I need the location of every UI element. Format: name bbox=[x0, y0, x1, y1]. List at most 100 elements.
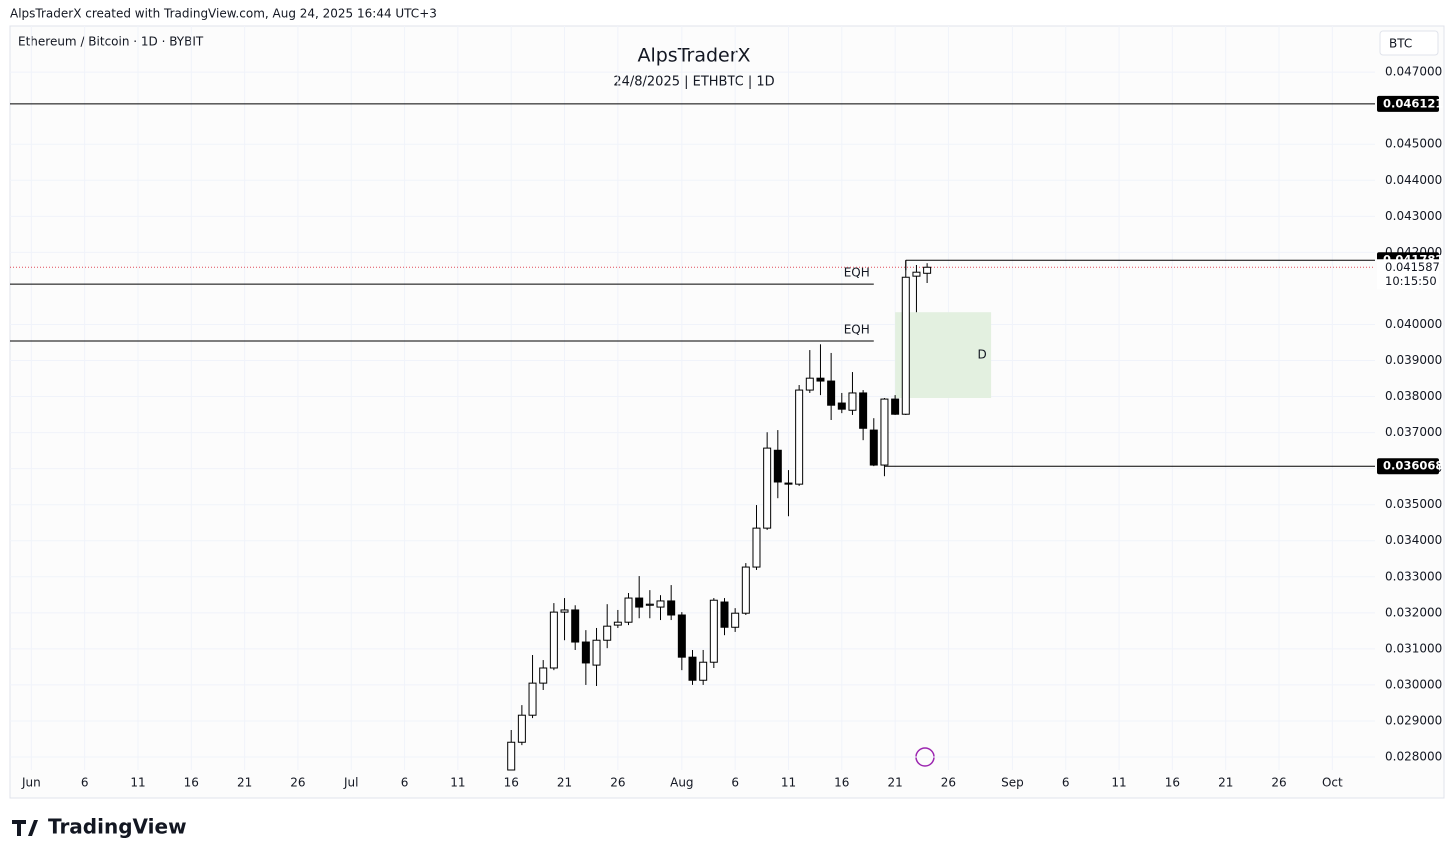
y-tick-label: 0.039000 bbox=[1385, 353, 1442, 367]
y-tick-label: 0.034000 bbox=[1385, 533, 1442, 547]
candle-body bbox=[613, 621, 622, 626]
candle-body bbox=[603, 625, 612, 641]
x-tick-label: 21 bbox=[887, 776, 902, 790]
zone-label: D bbox=[977, 348, 986, 362]
x-tick-label: Jun bbox=[21, 776, 41, 790]
eqh-label: EQH bbox=[844, 323, 870, 337]
candle-body bbox=[688, 656, 697, 681]
chart-frame bbox=[9, 25, 1445, 799]
chart-subtitle: 24/8/2025 | ETHBTC | 1D bbox=[613, 75, 774, 90]
symbol: Ethereum / Bitcoin · 1D · BYBIT bbox=[18, 35, 204, 49]
x-tick-label: 26 bbox=[610, 776, 625, 790]
candle-body bbox=[517, 714, 526, 743]
x-tick-label: 16 bbox=[834, 776, 849, 790]
x-tick-label: 11 bbox=[450, 776, 465, 790]
candle-body bbox=[581, 641, 590, 664]
candle-body bbox=[923, 266, 932, 274]
x-tick-label: 11 bbox=[781, 776, 796, 790]
y-tick-label: 0.032000 bbox=[1385, 605, 1442, 619]
currency-box[interactable] bbox=[1379, 30, 1439, 56]
candle-body bbox=[528, 682, 537, 716]
candle-body bbox=[571, 609, 580, 643]
x-tick-label: 16 bbox=[1165, 776, 1180, 790]
y-tick-label: 0.028000 bbox=[1385, 750, 1442, 764]
y-tick-label: 0.044000 bbox=[1385, 173, 1442, 187]
candle-body bbox=[805, 377, 814, 391]
x-tick-label: 6 bbox=[81, 776, 89, 790]
y-tick-label: 0.035000 bbox=[1385, 497, 1442, 511]
candle-body bbox=[763, 447, 772, 529]
countdown: 10:15:50 bbox=[1385, 274, 1437, 288]
y-tick-label: 0.043000 bbox=[1385, 209, 1442, 223]
candle-body bbox=[848, 392, 857, 411]
price-label: 0.036068 bbox=[1383, 459, 1443, 473]
candle-body bbox=[795, 389, 804, 485]
candle-body bbox=[507, 741, 516, 771]
y-tick-label: 0.040000 bbox=[1385, 317, 1442, 331]
candle-body bbox=[891, 398, 900, 415]
candle-body bbox=[667, 600, 676, 616]
eqh-label: EQH bbox=[844, 266, 870, 280]
candle-body bbox=[656, 600, 665, 608]
price-label-box bbox=[1377, 458, 1439, 475]
brand: TradingView bbox=[48, 815, 187, 839]
candle-body bbox=[859, 392, 868, 429]
candle-body bbox=[720, 601, 729, 628]
last-price-box bbox=[1377, 259, 1439, 290]
candle-body bbox=[560, 609, 569, 613]
candle-body bbox=[741, 566, 750, 614]
candle-body bbox=[816, 377, 825, 382]
zone bbox=[895, 312, 992, 398]
x-tick-label: 26 bbox=[290, 776, 305, 790]
candle-body bbox=[773, 449, 782, 483]
x-tick-label: 21 bbox=[1218, 776, 1233, 790]
candle-body bbox=[837, 402, 846, 410]
y-tick-label: 0.030000 bbox=[1385, 677, 1442, 691]
candle-body bbox=[880, 398, 889, 466]
chart-title: AlpsTraderX bbox=[637, 45, 750, 67]
candle-body bbox=[731, 612, 740, 628]
x-tick-label: 11 bbox=[130, 776, 145, 790]
price-label: 0.046121 bbox=[1383, 96, 1443, 110]
last-price-label: 0.041587 bbox=[1385, 260, 1440, 274]
x-tick-label: 11 bbox=[1111, 776, 1126, 790]
y-tick-label: 0.033000 bbox=[1385, 569, 1442, 583]
candle-body bbox=[752, 527, 761, 568]
y-tick-label: 0.031000 bbox=[1385, 641, 1442, 655]
y-tick-label: 0.029000 bbox=[1385, 713, 1442, 727]
candle-body bbox=[645, 603, 654, 606]
x-tick-label: Sep bbox=[1001, 776, 1024, 790]
currency[interactable]: BTC bbox=[1389, 37, 1412, 51]
candle-body bbox=[549, 611, 558, 669]
y-tick-label: 0.037000 bbox=[1385, 425, 1442, 439]
y-tick-label: 0.038000 bbox=[1385, 389, 1442, 403]
logo bbox=[12, 820, 38, 836]
x-tick-label: Oct bbox=[1322, 776, 1343, 790]
x-tick-label: Jul bbox=[343, 776, 358, 790]
x-tick-label: 6 bbox=[1062, 776, 1070, 790]
x-tick-label: 16 bbox=[184, 776, 199, 790]
x-tick-label: 26 bbox=[941, 776, 956, 790]
candle-body bbox=[901, 276, 910, 415]
candle-body bbox=[912, 271, 921, 277]
x-tick-label: 21 bbox=[237, 776, 252, 790]
credit: AlpsTraderX created with TradingView.com… bbox=[10, 7, 437, 21]
price-label-box bbox=[1377, 95, 1439, 112]
x-tick-label: 16 bbox=[504, 776, 519, 790]
candle-body bbox=[677, 614, 686, 658]
candle-body bbox=[699, 661, 708, 681]
candle-body bbox=[635, 597, 644, 608]
x-tick-label: 6 bbox=[401, 776, 409, 790]
x-tick-label: Aug bbox=[670, 776, 693, 790]
candle-body bbox=[784, 482, 793, 485]
candle-body bbox=[869, 429, 878, 466]
y-tick-label: 0.047000 bbox=[1385, 65, 1442, 79]
candle-body bbox=[709, 599, 718, 663]
x-tick-label: 21 bbox=[557, 776, 572, 790]
candle-body bbox=[624, 597, 633, 623]
y-tick-label: 0.045000 bbox=[1385, 137, 1442, 151]
x-tick-label: 26 bbox=[1271, 776, 1286, 790]
candle-body bbox=[827, 380, 836, 406]
candle-body bbox=[539, 667, 548, 684]
